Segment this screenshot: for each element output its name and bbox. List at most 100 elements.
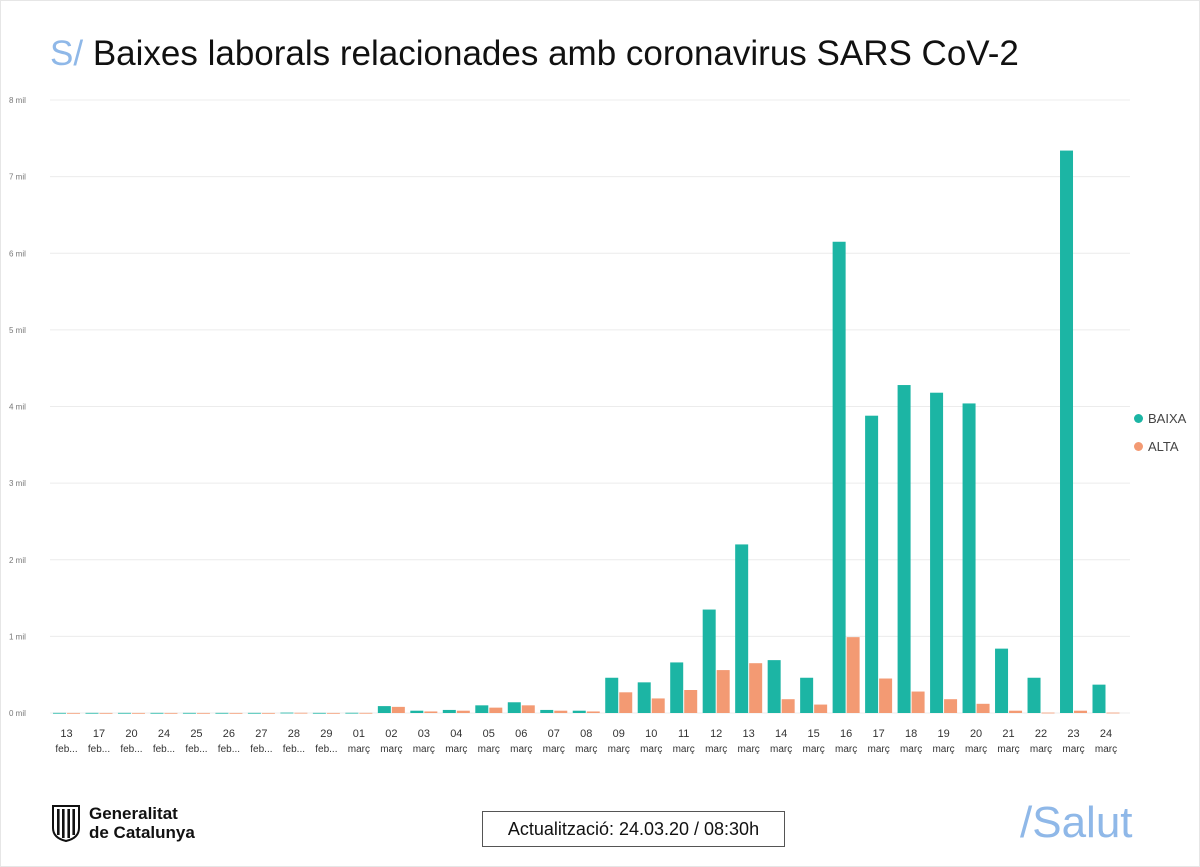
bar-alta [359,712,373,714]
x-tick-label: 26 [223,728,235,740]
y-tick-label: 0 mil [9,709,26,718]
x-tick-label: 24 [158,728,170,740]
x-tick-label: 29 [320,728,332,740]
x-tick-month-label: feb... [185,744,207,755]
y-tick-label: 4 mil [9,403,26,412]
bar-baixa [507,702,521,713]
x-tick-label: 06 [515,728,527,740]
x-tick-month-label: març [575,744,597,755]
y-tick-label: 6 mil [9,249,26,258]
x-tick-month-label: març [673,744,695,755]
bar-baixa [150,712,164,714]
bar-baixa [280,712,294,714]
bar-alta [1074,710,1088,713]
bar-baixa [540,709,554,713]
bar-baixa [930,392,944,713]
x-tick-month-label: feb... [120,744,142,755]
x-tick-month-label: març [997,744,1019,755]
legend-dot-icon [1134,441,1143,451]
bar-baixa [410,710,424,713]
bar-baixa [572,710,586,713]
x-tick-month-label: març [932,744,954,755]
x-tick-label: 13 [743,728,755,740]
x-tick-month-label: feb... [153,744,175,755]
y-tick-label: 2 mil [9,556,26,565]
bar-baixa [182,712,196,714]
x-tick-month-label: març [348,744,370,755]
x-tick-month-label: març [478,744,500,755]
y-tick-label: 1 mil [9,632,26,641]
x-tick-month-label: març [705,744,727,755]
x-tick-label: 07 [548,728,560,740]
title-text: Baixes laborals relacionades amb coronav… [92,34,1019,73]
bar-baixa [605,677,619,713]
bar-baixa [53,712,66,714]
x-tick-label: 05 [483,728,495,740]
x-tick-month-label: març [510,744,532,755]
x-tick-label: 08 [580,728,592,740]
x-tick-label: 28 [288,728,300,740]
x-tick-month-label: març [1030,744,1052,755]
bar-alta [554,710,568,713]
legend-label: ALTA [1148,438,1179,454]
bar-alta [651,698,665,713]
x-tick-month-label: març [803,744,825,755]
logo-line-2: de Catalunya [89,823,195,842]
x-tick-label: 27 [255,728,267,740]
bar-baixa [117,712,131,714]
x-tick-month-label: març [1062,744,1084,755]
x-tick-label: 24 [1100,728,1112,740]
y-tick-label: 7 mil [9,173,26,182]
x-tick-label: 25 [190,728,202,740]
catalan-shield-icon [52,805,80,842]
x-tick-month-label: març [543,744,565,755]
bar-alta [521,705,535,713]
bar-alta [131,712,145,714]
x-tick-label: 18 [905,728,917,740]
y-tick-label: 5 mil [9,326,26,335]
legend-item-baixa[interactable]: BAIXA [1134,404,1186,432]
bar-alta [911,691,925,713]
bar-baixa [832,241,846,713]
x-tick-label: 22 [1035,728,1047,740]
x-tick-month-label: març [380,744,402,755]
x-tick-label: 20 [125,728,137,740]
bar-baixa [1060,150,1074,713]
x-tick-label: 03 [418,728,430,740]
x-tick-label: 04 [450,728,462,740]
bar-baixa [800,677,814,713]
x-tick-label: 09 [613,728,625,740]
x-tick-month-label: març [738,744,760,755]
generalitat-logo: Generalitat de Catalunya [51,804,195,842]
x-tick-label: 19 [937,728,949,740]
bar-baixa [897,385,911,713]
bar-baixa [735,544,749,713]
x-tick-month-label: feb... [283,744,305,755]
bar-alta [1106,712,1120,714]
x-tick-month-label: març [867,744,889,755]
x-tick-month-label: març [1095,744,1117,755]
bar-alta [1041,712,1055,714]
legend-label: BAIXA [1148,410,1187,426]
x-tick-label: 13 [60,728,72,740]
x-tick-label: 16 [840,728,852,740]
bar-baixa [995,648,1009,713]
bar-alta [684,690,698,713]
legend-item-alta[interactable]: ALTA [1134,432,1186,460]
x-tick-month-label: feb... [55,744,77,755]
bar-alta [944,699,958,713]
bar-alta [164,712,178,714]
bar-alta [489,707,503,713]
y-tick-label: 8 mil [9,96,26,105]
x-tick-label: 12 [710,728,722,740]
bar-baixa [85,712,99,714]
x-tick-month-label: març [640,744,662,755]
x-tick-month-label: feb... [315,744,337,755]
bar-baixa [1092,684,1106,713]
bar-alta [294,712,308,714]
bar-alta [261,712,275,714]
x-tick-month-label: feb... [218,744,240,755]
x-tick-label: 23 [1067,728,1079,740]
legend-dot-icon [1134,413,1143,423]
x-tick-label: 11 [678,728,689,740]
